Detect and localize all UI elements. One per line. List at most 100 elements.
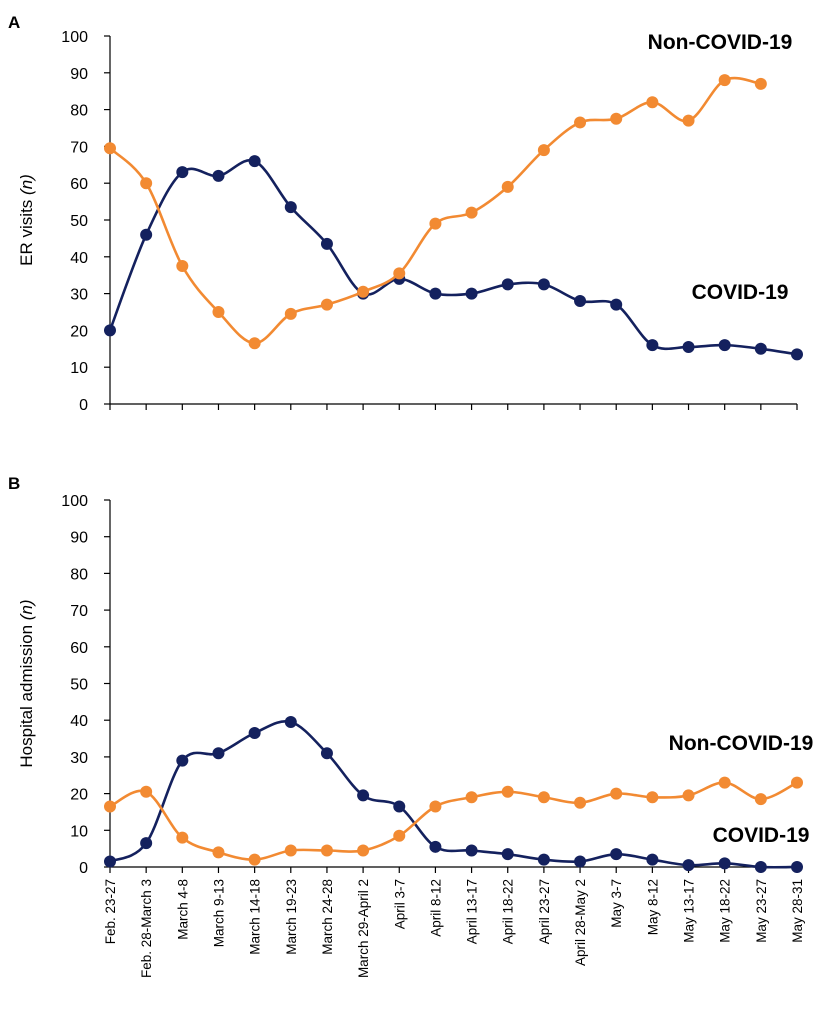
- data-point-non-covid-19: [646, 96, 659, 109]
- annotation-covid-19: COVID-19: [692, 281, 789, 304]
- data-point-non-covid-19: [718, 776, 731, 789]
- y-axis-label: Hospital admission (n): [17, 599, 36, 767]
- data-point-covid-19: [537, 278, 550, 291]
- data-point-non-covid-19: [718, 74, 731, 87]
- data-point-non-covid-19: [682, 114, 695, 127]
- data-point-covid-19: [537, 853, 550, 866]
- x-tick-label: March 14-18: [248, 879, 263, 955]
- series-covid-19: [104, 716, 803, 873]
- data-point-covid-19: [176, 754, 189, 767]
- data-point-covid-19: [212, 747, 225, 760]
- y-tick-label: 50: [70, 677, 88, 694]
- annotation-covid-19: COVID-19: [713, 824, 810, 847]
- data-point-non-covid-19: [284, 844, 297, 857]
- x-tick-label: April 23-27: [537, 879, 552, 944]
- data-point-covid-19: [754, 342, 767, 355]
- data-point-covid-19: [212, 169, 225, 182]
- y-tick-label: 100: [61, 29, 88, 46]
- y-tick-label: 50: [70, 213, 88, 230]
- y-tick-label: 70: [70, 603, 88, 620]
- data-point-covid-19: [754, 861, 767, 873]
- data-point-non-covid-19: [104, 142, 116, 155]
- data-point-covid-19: [140, 228, 153, 241]
- data-point-covid-19: [791, 861, 803, 873]
- y-axis-label-text: ER visits: [17, 195, 36, 266]
- data-point-non-covid-19: [248, 337, 261, 350]
- y-axis-label-text: Hospital admission: [17, 620, 36, 767]
- x-tick-label: April 3-7: [392, 879, 407, 929]
- data-point-non-covid-19: [465, 206, 478, 219]
- data-point-covid-19: [791, 348, 803, 361]
- data-point-covid-19: [465, 844, 478, 857]
- data-point-non-covid-19: [610, 112, 623, 125]
- series-line-covid-19: [108, 158, 798, 356]
- data-point-covid-19: [682, 859, 695, 872]
- data-point-covid-19: [465, 287, 478, 300]
- data-point-non-covid-19: [429, 800, 442, 813]
- series-covid-19: [104, 155, 803, 361]
- data-point-covid-19: [176, 166, 189, 179]
- y-tick-label: 60: [70, 176, 88, 193]
- y-tick-label: 0: [79, 860, 88, 877]
- data-point-non-covid-19: [284, 307, 297, 320]
- x-tick-label: April 8-12: [428, 879, 443, 937]
- x-tick-label: March 19-23: [284, 879, 299, 955]
- data-point-covid-19: [393, 800, 406, 813]
- data-point-non-covid-19: [646, 791, 659, 804]
- data-point-non-covid-19: [393, 267, 406, 280]
- data-point-non-covid-19: [248, 853, 261, 866]
- data-point-non-covid-19: [140, 177, 153, 190]
- series-line-non-covid-19: [109, 76, 762, 345]
- data-point-covid-19: [104, 855, 116, 868]
- data-point-non-covid-19: [501, 785, 514, 798]
- y-tick-label: 30: [70, 750, 88, 767]
- x-tick-label: May 28-31: [790, 879, 805, 943]
- y-tick-label: 40: [70, 713, 88, 730]
- data-point-covid-19: [284, 201, 297, 214]
- y-tick-label: 30: [70, 287, 88, 304]
- x-tick-label: May 13-17: [682, 879, 697, 943]
- data-point-non-covid-19: [610, 787, 623, 800]
- y-tick-label: 70: [70, 139, 88, 156]
- y-tick-label: 80: [70, 566, 88, 583]
- data-point-non-covid-19: [212, 306, 225, 318]
- y-axis-label-unit: (n): [17, 599, 36, 620]
- data-point-covid-19: [718, 857, 731, 870]
- data-point-covid-19: [320, 237, 333, 250]
- y-tick-label: 90: [70, 66, 88, 83]
- x-tick-label: April 28-May 2: [573, 879, 588, 966]
- data-point-non-covid-19: [140, 785, 153, 798]
- y-axis-label-unit: (n): [17, 174, 36, 195]
- data-point-non-covid-19: [357, 844, 370, 857]
- data-point-non-covid-19: [357, 285, 370, 298]
- panel-label: A: [8, 13, 20, 32]
- data-point-covid-19: [320, 747, 333, 760]
- x-tick-label: May 8-12: [645, 879, 660, 935]
- data-point-non-covid-19: [501, 180, 514, 193]
- data-point-non-covid-19: [429, 217, 442, 230]
- data-point-covid-19: [357, 789, 370, 802]
- x-tick-label: Feb. 23-27: [103, 879, 118, 944]
- data-point-covid-19: [104, 324, 116, 337]
- x-tick-label: Feb. 28-March 3: [139, 879, 154, 978]
- data-point-non-covid-19: [574, 116, 587, 129]
- x-tick-label: March 29-April 2: [356, 879, 371, 978]
- data-point-covid-19: [429, 287, 442, 300]
- series-non-covid-19: [104, 74, 767, 350]
- y-tick-label: 20: [70, 787, 88, 804]
- series-non-covid-19: [104, 776, 803, 866]
- data-point-covid-19: [574, 855, 587, 868]
- data-point-covid-19: [646, 853, 659, 866]
- annotation-non-covid-19: Non-COVID-19: [648, 31, 793, 54]
- data-point-covid-19: [429, 840, 442, 853]
- data-point-non-covid-19: [537, 791, 550, 804]
- data-point-covid-19: [718, 339, 731, 352]
- x-tick-label: April 13-17: [465, 879, 480, 944]
- data-point-non-covid-19: [320, 298, 333, 311]
- x-tick-label: March 24-28: [320, 879, 335, 955]
- data-point-non-covid-19: [393, 829, 406, 842]
- data-point-covid-19: [501, 848, 514, 861]
- data-point-covid-19: [574, 294, 587, 307]
- y-tick-label: 40: [70, 250, 88, 267]
